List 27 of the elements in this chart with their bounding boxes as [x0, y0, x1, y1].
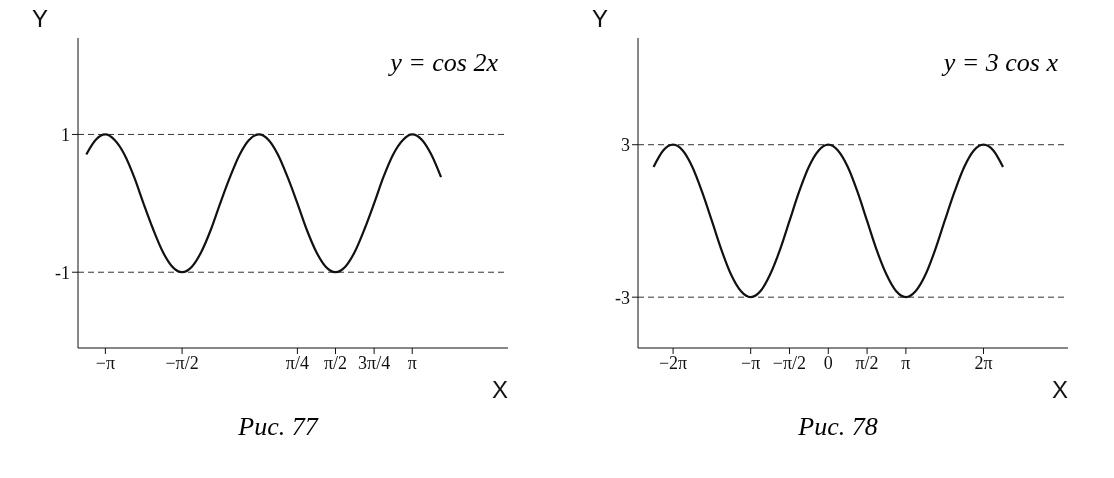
x-tick-label: π — [901, 352, 911, 373]
y-tick-label: -1 — [55, 262, 70, 283]
x-tick-label: π/2 — [323, 352, 348, 373]
annotation: y = cos 2x — [390, 48, 498, 78]
annotation: y = 3 cos x — [943, 48, 1058, 78]
text: Рис. 77 — [237, 412, 320, 442]
y-axis-title: Y — [32, 5, 49, 33]
x-tick-label: 2π — [974, 352, 993, 373]
x-tick-label: π — [407, 352, 417, 373]
y-axis-title: Y — [592, 5, 609, 33]
y-tick-label: -3 — [615, 287, 630, 308]
x-axis-title: X — [491, 376, 508, 403]
x-tick-label: 3π/4 — [358, 352, 391, 373]
x-tick-label: −π — [95, 352, 115, 373]
x-tick-label: π/2 — [855, 352, 879, 373]
text: Рис. 78 — [797, 412, 879, 442]
y-tick-label: 1 — [61, 124, 70, 145]
y-tick-label: 3 — [621, 135, 630, 156]
x-tick-label: −π/2 — [165, 352, 199, 373]
line-series — [652, 143, 1005, 299]
line-series — [85, 133, 443, 274]
x-tick-label: −π/2 — [772, 352, 807, 373]
x-tick-label: −2π — [658, 352, 688, 373]
x-tick-label: π/4 — [285, 352, 309, 373]
x-tick-label: 0 — [823, 352, 833, 373]
x-axis-title: X — [1051, 376, 1068, 403]
x-tick-label: −π — [741, 352, 761, 373]
